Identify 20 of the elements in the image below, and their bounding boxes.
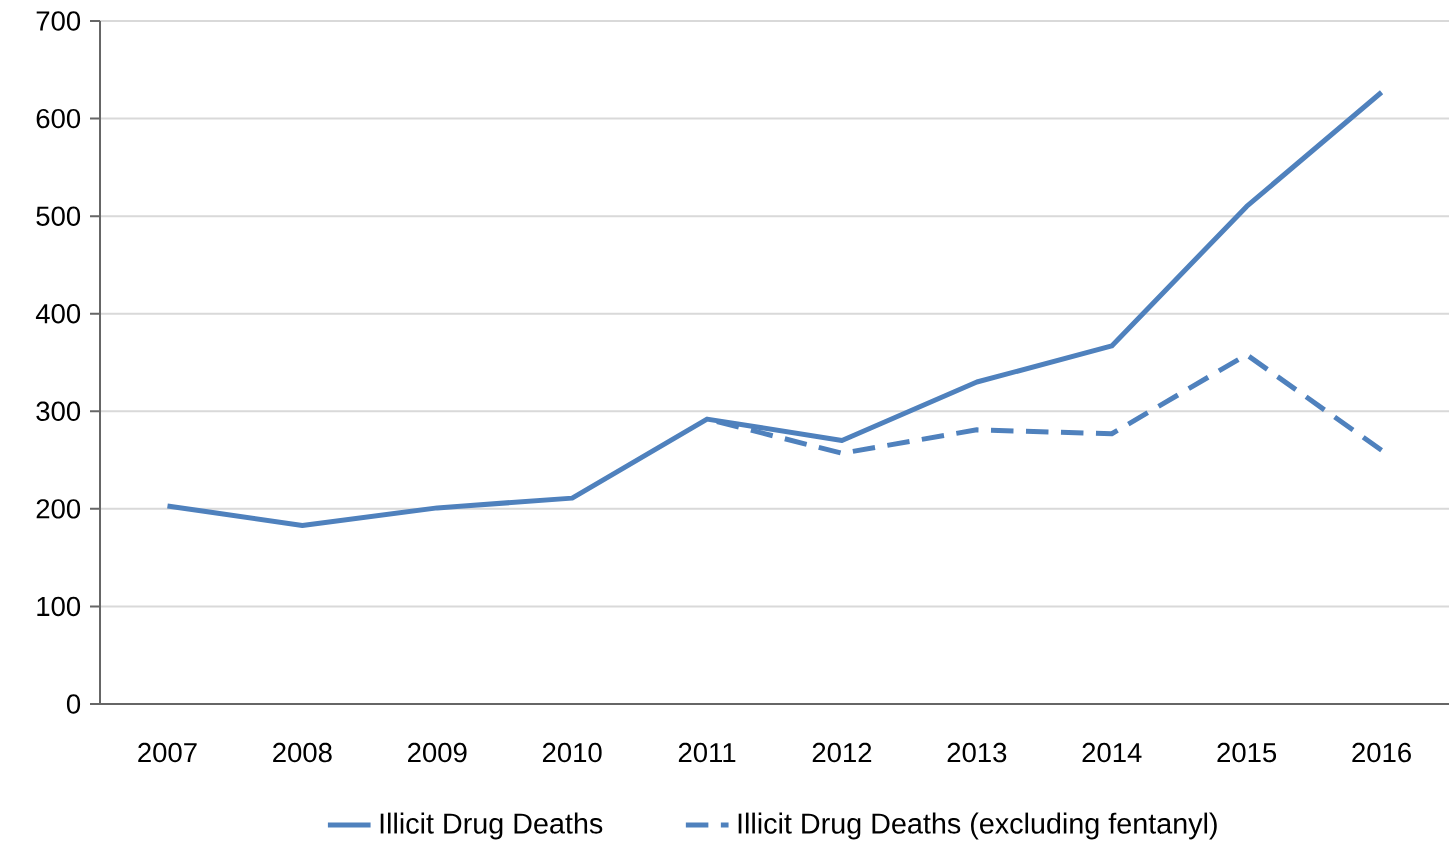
x-tick-label: 2016 — [1352, 742, 1411, 763]
x-tick-label: 2011 — [678, 742, 736, 763]
x-tick-label: 2009 — [408, 742, 467, 763]
y-tick-label: 600 — [36, 108, 81, 129]
y-tick-label: 700 — [36, 11, 81, 31]
x-tick-label: 2012 — [812, 742, 872, 763]
x-tick-label: 2008 — [273, 742, 332, 763]
x-tick-label: 2015 — [1217, 742, 1277, 763]
y-tick-label: 300 — [36, 401, 81, 422]
x-tick-label: 2013 — [947, 742, 1007, 763]
legend-label: Illicit Drug Deaths — [380, 812, 603, 840]
x-tick-label: 2010 — [542, 742, 602, 763]
x-tick-label: 2007 — [138, 742, 197, 763]
y-tick-label: 100 — [37, 596, 81, 617]
y-tick-label: 200 — [36, 499, 81, 519]
legend-label: Illicit Drug Deaths (excluding fentanyl) — [738, 812, 1217, 840]
y-tick-label: 0 — [66, 694, 81, 714]
y-tick-label: 500 — [36, 206, 81, 226]
x-tick-label: 2014 — [1082, 742, 1142, 763]
y-tick-label: 400 — [35, 304, 81, 324]
